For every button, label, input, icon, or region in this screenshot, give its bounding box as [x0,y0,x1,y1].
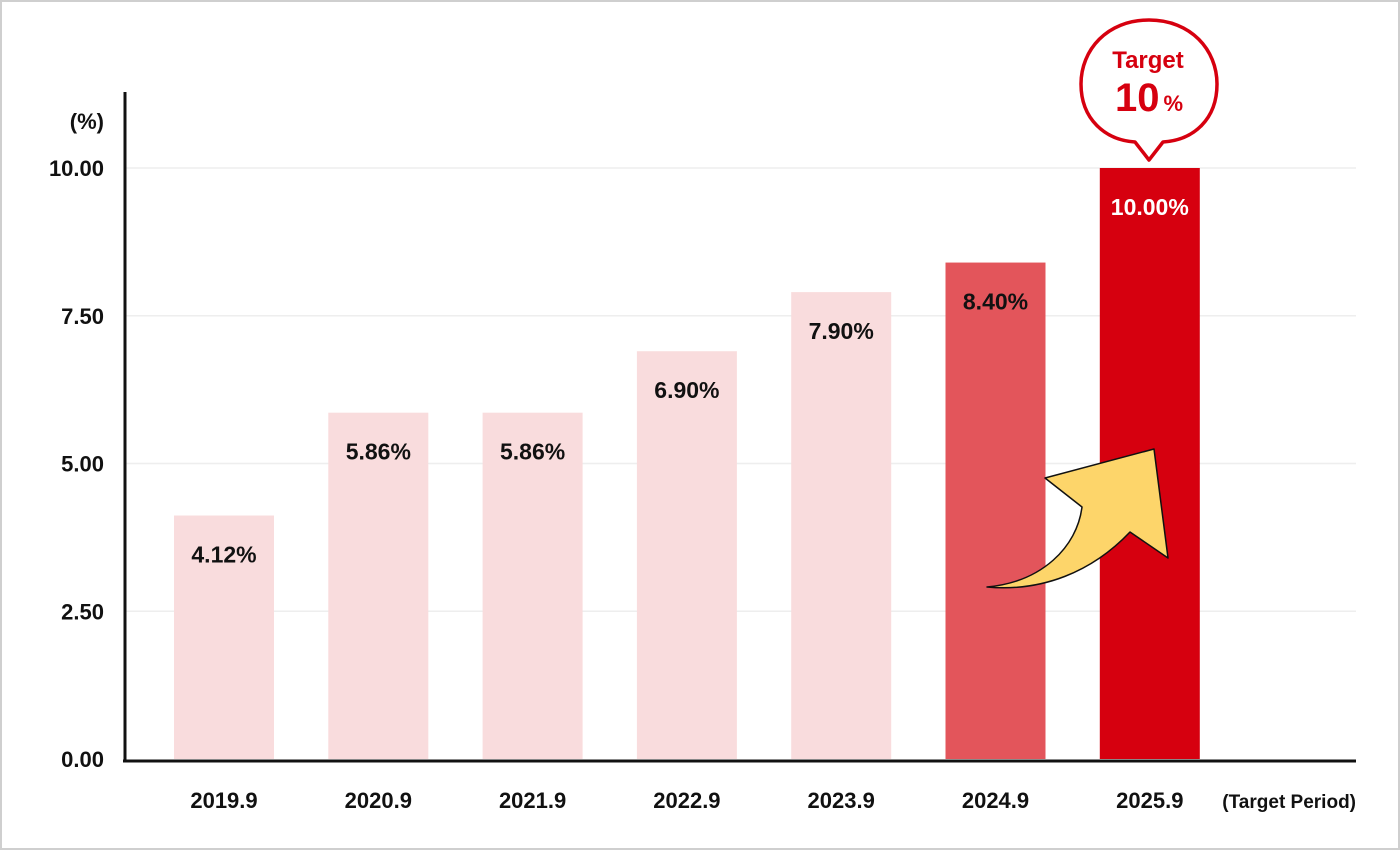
y-tick-label: 0.00 [61,747,104,772]
growth-arrow-icon [986,448,1169,589]
y-tick-labels: 0.00 2.50 5.00 7.50 10.00 [49,156,104,772]
callout-title: Target [1112,47,1184,74]
x-tick-label: 2024.9 [962,788,1029,813]
bar [636,351,737,759]
y-tick-label: 10.00 [49,156,104,181]
x-tick-labels: 2019.9 2020.9 2021.9 2022.9 2023.9 2024.9 2025… [190,788,1183,813]
bar-value-label: 10.00% [1111,194,1189,220]
callout-number: 10 [1115,76,1160,120]
bar-value-label: 8.40% [963,289,1028,315]
axes [123,92,1356,763]
x-tick-label: 2023.9 [808,788,875,813]
x-tick-label: 2019.9 [190,788,257,813]
bar [174,515,274,759]
bar-value-label: 7.90% [809,318,874,344]
bar [945,262,1046,759]
y-tick-label: 7.50 [61,304,104,329]
x-tick-label: 2021.9 [499,788,566,813]
x-tick-label: 2020.9 [345,788,412,813]
y-tick-label: 2.50 [61,599,104,624]
bar-value-label: 6.90% [654,377,719,403]
y-axis-unit: (%) [70,109,104,134]
target-period-note: (Target Period) [1222,792,1356,813]
bar-value-label: 5.86% [346,439,411,465]
bar-value-label: 5.86% [500,439,565,465]
bar [482,412,583,759]
target-callout: Target 10% [1079,18,1219,162]
x-tick-label: 2025.9 [1116,788,1183,813]
bars: 4.12% 5.86% 5.86% 6.90% 7.90% 8.40% 10.00% [174,168,1200,759]
bar [791,292,892,759]
y-tick-label: 5.00 [61,452,104,477]
callout-unit: % [1163,91,1183,116]
bar-value-label: 4.12% [191,542,256,568]
callout-value: 10% [1115,76,1183,120]
bar [328,412,429,759]
x-tick-label: 2022.9 [653,788,720,813]
callout-bubble-icon [1079,18,1219,162]
